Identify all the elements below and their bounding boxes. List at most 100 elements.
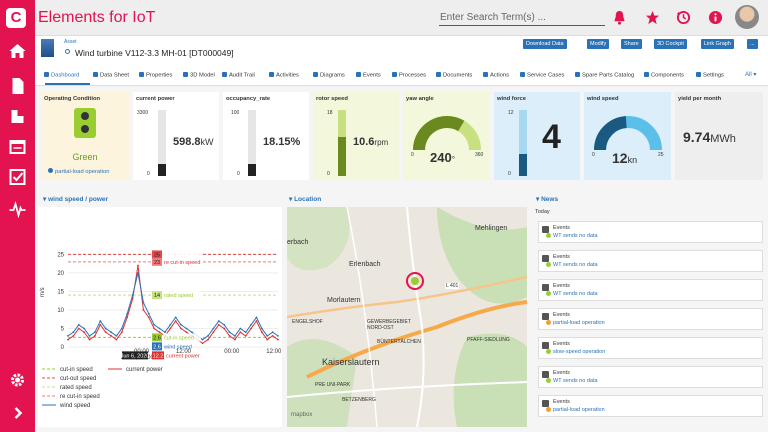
tooltip-value: 2.6: [153, 344, 161, 350]
news-section-header[interactable]: ▾ News: [536, 196, 559, 203]
wind-force-bar: [519, 110, 527, 176]
home-icon[interactable]: [7, 42, 28, 60]
data-point: [207, 334, 209, 337]
tab-documents[interactable]: Documents: [436, 72, 472, 79]
news-item[interactable]: Events WT sends no data: [538, 279, 763, 301]
tab-processes[interactable]: Processes: [392, 72, 426, 79]
components-icon: [644, 72, 649, 77]
news-item[interactable]: Events slow-speed operation: [538, 337, 763, 359]
bell-icon[interactable]: [612, 10, 627, 25]
pulse-icon[interactable]: [7, 200, 28, 218]
checkbox-icon[interactable]: [7, 168, 28, 186]
news-item[interactable]: Events partial-load operation: [538, 308, 763, 330]
news-today-label: Today: [535, 209, 550, 215]
data-point: [72, 334, 75, 337]
tab-components[interactable]: Components: [644, 72, 684, 79]
data-point: [234, 334, 236, 337]
tooltip-value: 23: [154, 260, 160, 266]
more-button[interactable]: ...: [747, 39, 758, 49]
kpi-wind-speed: wind speed 0 25 12kn: [584, 92, 671, 180]
data-point: [277, 334, 279, 337]
data-point: [228, 334, 231, 337]
tab-settings[interactable]: Settings: [696, 72, 724, 79]
tab-actions[interactable]: Actions: [483, 72, 509, 79]
tooltip-value-box: [152, 250, 162, 259]
news-description[interactable]: partial-load operation: [553, 320, 605, 326]
document-icon[interactable]: [7, 77, 28, 95]
news-description[interactable]: WT sends no data: [553, 233, 598, 239]
avatar[interactable]: [735, 5, 759, 29]
structure-icon[interactable]: [7, 107, 28, 125]
legend-entry: current power: [126, 367, 163, 373]
app-logo[interactable]: C: [6, 8, 26, 28]
x-tick-label: 00:00: [224, 349, 240, 355]
news-description[interactable]: partial-load operation: [553, 407, 605, 413]
news-item[interactable]: Events partial-load operation: [538, 395, 763, 417]
location-section-header[interactable]: ▾ Location: [289, 196, 322, 203]
news-description[interactable]: WT sends no data: [553, 262, 598, 268]
tab-diagrams[interactable]: Diagrams: [313, 72, 345, 79]
modify-button[interactable]: Modify: [587, 39, 610, 49]
tab-data-sheet[interactable]: Data Sheet: [93, 72, 129, 79]
download-data-button[interactable]: Download Data: [523, 39, 567, 49]
gauge-min: 0: [592, 152, 595, 158]
data-point: [277, 338, 279, 341]
share-button[interactable]: Share: [621, 39, 642, 49]
map-label: GEWERBEGEBIET NORD-OST: [367, 319, 411, 331]
road-label: L 401: [445, 283, 460, 289]
all-tabs-dropdown[interactable]: All ▾: [745, 72, 757, 78]
data-point: [147, 316, 150, 319]
search-input[interactable]: [439, 9, 605, 26]
data-point: [164, 331, 166, 334]
data-point: [271, 334, 274, 337]
tab-service-cases[interactable]: Service Cases: [520, 72, 564, 79]
asset-type[interactable]: Asset: [64, 39, 77, 45]
tab-activities[interactable]: Activities: [269, 72, 299, 79]
kpi-title: current power: [136, 96, 175, 102]
data-point: [169, 327, 172, 330]
condition-link[interactable]: partial-load operation: [48, 168, 109, 175]
tab-3d-model[interactable]: 3D Model: [183, 72, 215, 79]
tab-bar: Dashboard Data Sheet Properties 3D Model…: [35, 66, 768, 86]
gear-icon[interactable]: [7, 371, 28, 389]
news-description[interactable]: WT sends no data: [553, 378, 598, 384]
star-icon[interactable]: [645, 10, 660, 25]
chart-section-header[interactable]: ▾ wind speed / power: [43, 196, 109, 203]
news-item[interactable]: Events WT sends no data: [538, 366, 763, 388]
chevron-right-icon[interactable]: [7, 404, 28, 422]
tab-audit-trail[interactable]: Audit Trail: [222, 72, 255, 79]
link-graph-button[interactable]: Link Graph: [701, 39, 734, 49]
data-point: [223, 323, 226, 326]
window-icon[interactable]: [7, 138, 28, 156]
tab-spare-parts[interactable]: Spare Parts Catalog: [575, 72, 634, 79]
tab-dashboard[interactable]: Dashboard: [44, 72, 79, 79]
kpi-yield-per-month: yield per month 9.74MWh: [675, 92, 763, 180]
tab-label: Dashboard: [51, 72, 80, 79]
tab-properties[interactable]: Properties: [139, 72, 172, 79]
data-point: [94, 334, 96, 337]
wrench-icon: [483, 72, 488, 77]
info-icon[interactable]: [708, 10, 723, 25]
map-label: PRE UNI-PARK: [315, 382, 351, 388]
news-description[interactable]: WT sends no data: [553, 291, 598, 297]
scale-max: 18: [327, 110, 333, 116]
news-description[interactable]: slow-speed operation: [553, 349, 606, 355]
3d-cockpit-button[interactable]: 3D Cockpit: [654, 39, 687, 49]
tooltip-value-box: [152, 342, 162, 351]
news-item[interactable]: Events WT sends no data: [538, 221, 763, 243]
data-point: [255, 320, 258, 322]
status-dot-icon: [546, 320, 551, 325]
map-panel[interactable]: erbach Erlenbach Mehlingen Morlautern Ka…: [287, 207, 527, 427]
section-title: News: [541, 196, 559, 203]
gauge-max: 360: [475, 152, 484, 158]
history-icon[interactable]: [676, 10, 691, 25]
rotor-value: 10.6rpm: [353, 136, 388, 148]
event-icon: [542, 255, 549, 262]
tab-events[interactable]: Events: [356, 72, 381, 79]
legend-entry: cut-in speed: [60, 367, 93, 373]
kpi-title: Operating Condition: [44, 96, 101, 102]
news-item[interactable]: Events WT sends no data: [538, 250, 763, 272]
data-point: [190, 331, 193, 334]
map-attribution[interactable]: mapbox: [291, 412, 313, 418]
